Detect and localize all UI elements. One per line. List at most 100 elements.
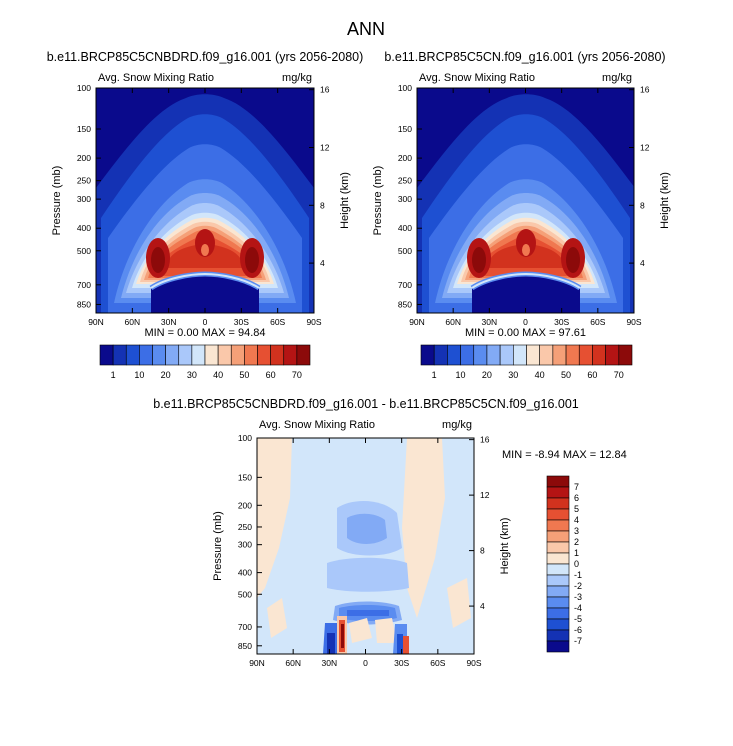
colorbar-label: 4 bbox=[574, 515, 579, 525]
panel-b-title: b.e11.BRCP85C5CN.f09_g16.001 (yrs 2056-2… bbox=[384, 50, 665, 64]
colorbar-swatch bbox=[546, 497, 570, 510]
y-tick-label: 200 bbox=[238, 500, 252, 510]
colorbar-swatch bbox=[546, 574, 570, 587]
x-tick-label: 30S bbox=[554, 317, 569, 327]
colorbar-label: 40 bbox=[213, 370, 223, 380]
y-tick-label: 200 bbox=[77, 153, 91, 163]
y-right-tick-label: 8 bbox=[640, 200, 645, 210]
panel-c: b.e11.BRCP85C5CNBDRD.f09_g16.001 - b.e11… bbox=[153, 397, 579, 655]
x-tick-label: 60N bbox=[125, 317, 141, 327]
panel-c-units: mg/kg bbox=[442, 419, 472, 431]
colorbar-label: 10 bbox=[456, 370, 466, 380]
y-tick-label: 200 bbox=[398, 153, 412, 163]
colorbar-swatch bbox=[565, 344, 580, 366]
x-tick-label: 60N bbox=[445, 317, 461, 327]
x-tick-label: 0 bbox=[523, 317, 528, 327]
colorbar-label: 40 bbox=[535, 370, 545, 380]
colorbar-label: -1 bbox=[574, 570, 582, 580]
y-right-tick-label: 16 bbox=[320, 85, 330, 95]
y-axis-title: Pressure (mb) bbox=[372, 166, 384, 236]
colorbar-swatch bbox=[546, 629, 570, 642]
y-right-axis-title: Height (km) bbox=[499, 518, 511, 575]
y-right-axis-title: Height (km) bbox=[659, 172, 671, 229]
colorbar-swatch bbox=[546, 640, 570, 653]
stats-label: MIN = -8.94 MAX = 12.84 bbox=[502, 449, 627, 461]
colorbar-swatch bbox=[191, 344, 206, 366]
y-right-tick-label: 12 bbox=[320, 143, 330, 153]
colorbar-swatch bbox=[460, 344, 475, 366]
colorbar-swatch bbox=[513, 344, 527, 366]
x-tick-label: 30S bbox=[394, 658, 409, 668]
colorbar-label: 30 bbox=[187, 370, 197, 380]
colorbar-swatch bbox=[605, 344, 620, 366]
panel-a-units: mg/kg bbox=[282, 72, 312, 84]
colorbar-swatch bbox=[178, 344, 193, 366]
colorbar-label: 30 bbox=[508, 370, 518, 380]
colorbar-swatch bbox=[546, 596, 570, 609]
y-tick-label: 100 bbox=[238, 433, 252, 443]
colorbar-swatch bbox=[204, 344, 219, 366]
y-tick-label: 150 bbox=[238, 472, 252, 482]
colorbar-label: -3 bbox=[574, 592, 582, 602]
y-tick-label: 500 bbox=[398, 246, 412, 256]
colorbar-label: 5 bbox=[574, 504, 579, 514]
colorbar-1: 1 10 20 30 40 50 60 70 bbox=[420, 344, 633, 380]
y-tick-label: 400 bbox=[238, 568, 252, 578]
colorbar-swatch bbox=[546, 552, 570, 565]
colorbar-label: 70 bbox=[292, 370, 302, 380]
colorbar-swatch bbox=[473, 344, 488, 366]
colorbar-label: 7 bbox=[574, 482, 579, 492]
colorbar-label: 50 bbox=[239, 370, 249, 380]
y-tick-label: 850 bbox=[77, 299, 91, 309]
y-tick-label: 250 bbox=[238, 522, 252, 532]
colorbar-swatch bbox=[546, 508, 570, 521]
y-right-axis-title: Height (km) bbox=[339, 172, 351, 229]
stats-label: MIN = 0.00 MAX = 97.61 bbox=[465, 327, 586, 339]
colorbar-swatch bbox=[99, 344, 114, 366]
x-tick-label: 30N bbox=[322, 658, 338, 668]
colorbar-swatch bbox=[486, 344, 501, 366]
y-tick-label: 250 bbox=[398, 176, 412, 186]
colorbar-label: 1 bbox=[432, 370, 437, 380]
panel-a-field bbox=[96, 88, 314, 313]
panel-b-units: mg/kg bbox=[602, 72, 632, 84]
colorbar-swatch bbox=[139, 344, 153, 366]
y-tick-label: 850 bbox=[238, 641, 252, 651]
colorbar-swatch bbox=[296, 344, 311, 366]
colorbar-label: -2 bbox=[574, 581, 582, 591]
panel-c-field bbox=[257, 438, 474, 654]
y-right-tick-label: 8 bbox=[320, 200, 325, 210]
y-tick-label: 700 bbox=[398, 280, 412, 290]
y-tick-label: 300 bbox=[398, 194, 412, 204]
y-axis-title: Pressure (mb) bbox=[51, 166, 63, 236]
colorbar-label: 60 bbox=[587, 370, 597, 380]
colorbar-label: 60 bbox=[266, 370, 276, 380]
colorbar-swatch bbox=[112, 344, 127, 366]
colorbar-label: 0 bbox=[574, 559, 579, 569]
y-tick-label: 300 bbox=[238, 540, 252, 550]
y-right-tick-label: 4 bbox=[320, 258, 325, 268]
colorbar-swatch bbox=[546, 486, 570, 499]
y-tick-label: 400 bbox=[398, 223, 412, 233]
colorbar-swatch bbox=[546, 585, 570, 598]
colorbar-swatch bbox=[552, 344, 567, 366]
colorbar-swatch bbox=[125, 344, 140, 366]
colorbar-swatch bbox=[230, 344, 245, 366]
y-tick-label: 400 bbox=[77, 223, 91, 233]
colorbar-label: 1 bbox=[111, 370, 116, 380]
y-right-tick-label: 12 bbox=[640, 143, 650, 153]
y-axis-title: Pressure (mb) bbox=[212, 511, 224, 581]
panel-a: b.e11.BRCP85C5CNBDRD.f09_g16.001 (yrs 20… bbox=[47, 50, 364, 314]
colorbar-swatch bbox=[546, 475, 570, 488]
panel-2-axes: 90N 60N 30N 0 30S 60S 90S100150200250300400500… bbox=[212, 433, 627, 668]
colorbar-swatch bbox=[257, 344, 271, 366]
y-tick-label: 850 bbox=[398, 299, 412, 309]
panel-a-title: b.e11.BRCP85C5CNBDRD.f09_g16.001 (yrs 20… bbox=[47, 50, 364, 64]
colorbar-swatch bbox=[546, 530, 570, 543]
colorbar-label: 20 bbox=[482, 370, 492, 380]
colorbar-swatch bbox=[526, 344, 540, 366]
panel-b: b.e11.BRCP85C5CN.f09_g16.001 (yrs 2056-2… bbox=[384, 50, 666, 314]
figure-title: ANN bbox=[347, 19, 385, 39]
panel-b-field bbox=[417, 88, 634, 313]
